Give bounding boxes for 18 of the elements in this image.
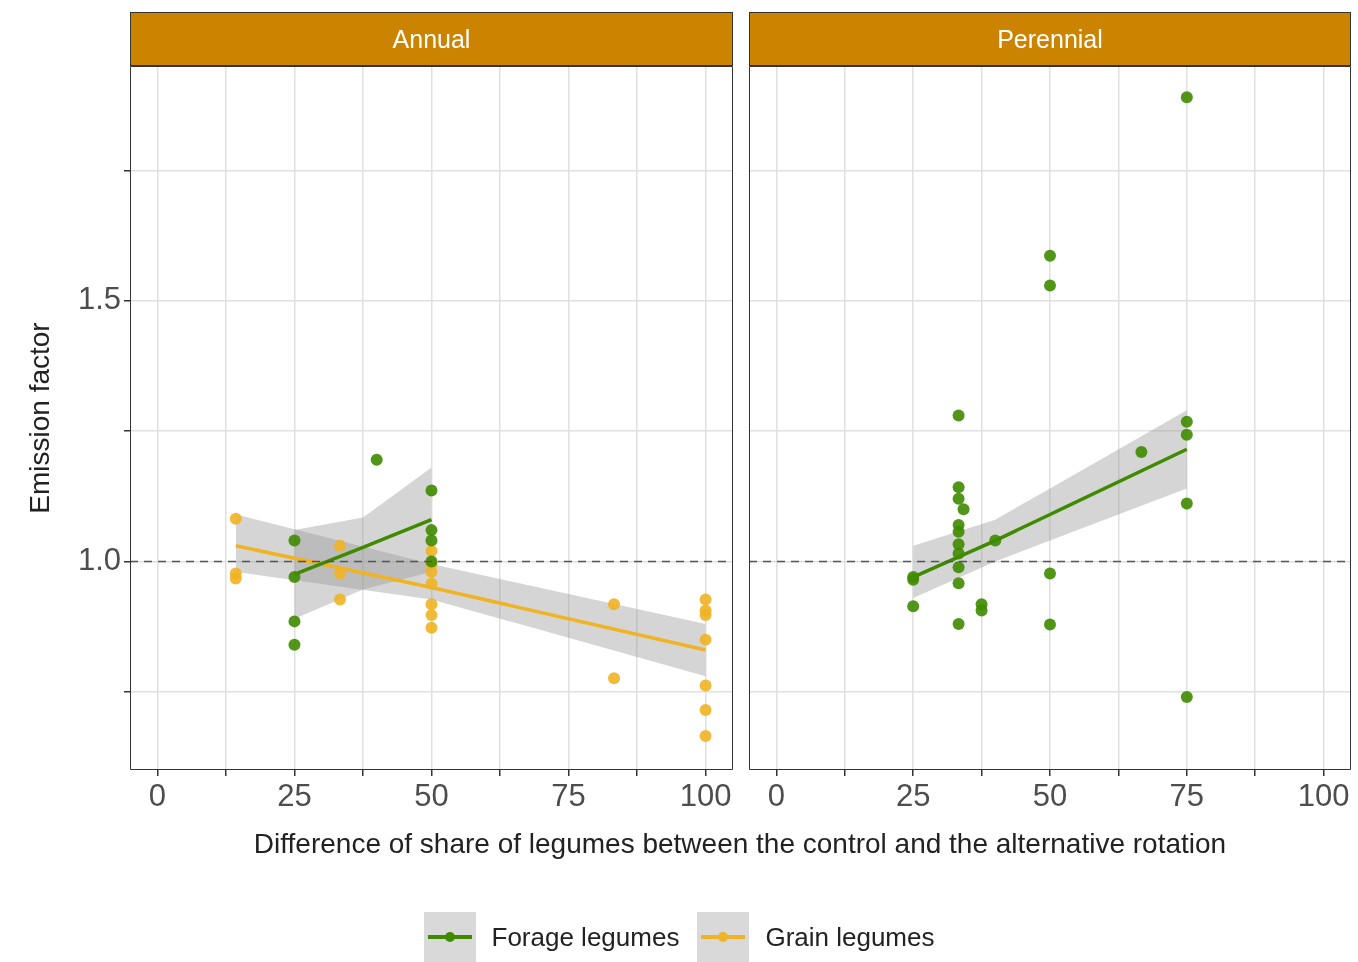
x-tick-label: 100 bbox=[679, 778, 732, 814]
x-tick-label: 0 bbox=[148, 778, 167, 814]
legend-label: Forage legumes bbox=[491, 921, 680, 953]
x-tick-label: 75 bbox=[551, 778, 586, 814]
y-axis-title: Emission factor bbox=[24, 322, 56, 514]
x-tick-label: 0 bbox=[767, 778, 785, 814]
y-tick-label: 1.0 bbox=[77, 541, 121, 577]
legend-label: Grain legumes bbox=[765, 921, 935, 953]
x-axis-title: Difference of share of legumes between the control and the alternative rotation bbox=[252, 828, 1228, 860]
x-tick-label: 75 bbox=[1169, 778, 1205, 814]
x-tick-label: 50 bbox=[414, 778, 449, 814]
x-tick-label: 50 bbox=[1032, 778, 1068, 814]
y-tick-label: 1.5 bbox=[77, 281, 121, 317]
chart-title: Perennial bbox=[749, 12, 1351, 66]
x-tick-label: 25 bbox=[277, 778, 312, 814]
x-tick-label: 25 bbox=[895, 778, 931, 814]
chart-title: Annual bbox=[130, 12, 733, 66]
x-tick-label: 100 bbox=[1297, 778, 1350, 814]
